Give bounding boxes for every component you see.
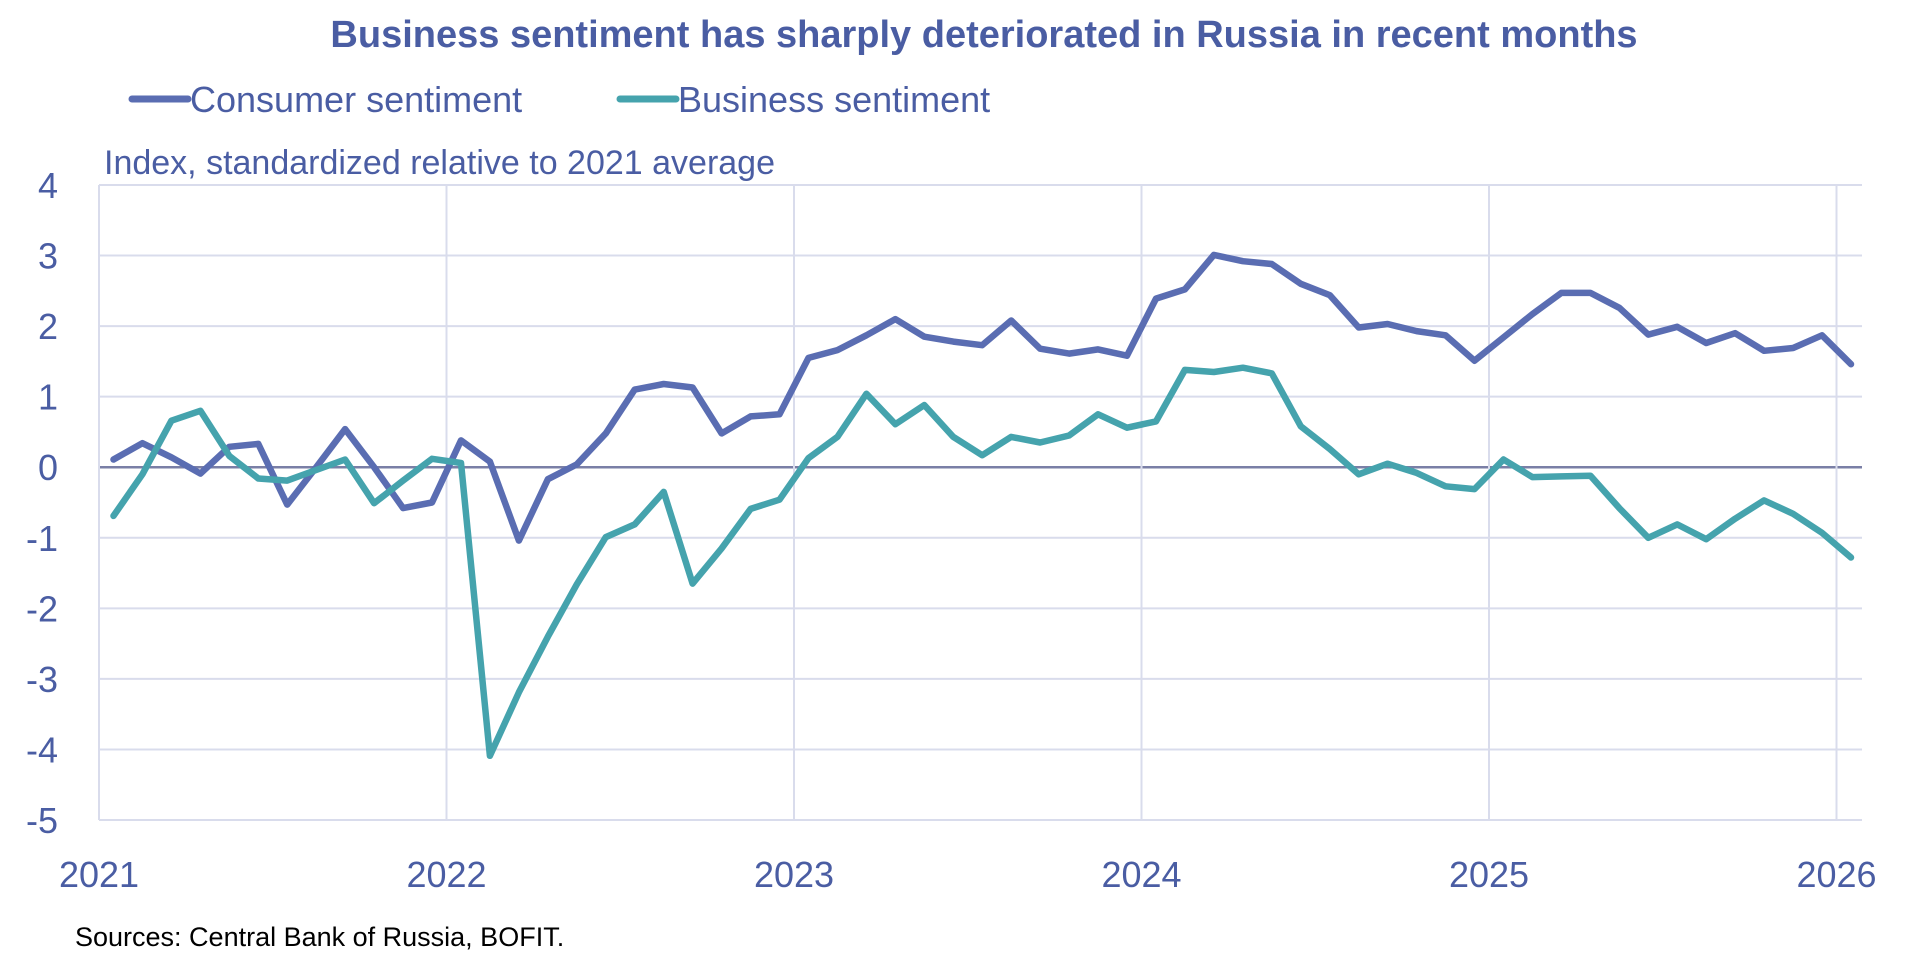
- series-line-consumer: [110, 251, 1855, 544]
- x-tick-label: 2022: [406, 854, 486, 895]
- x-tick-label: 2023: [754, 854, 834, 895]
- x-tick-label: 2025: [1449, 854, 1529, 895]
- y-tick-label: 2: [38, 306, 58, 347]
- legend-label-consumer: Consumer sentiment: [190, 79, 522, 120]
- legend-label-business: Business sentiment: [678, 79, 990, 120]
- y-tick-label: -1: [26, 518, 58, 559]
- x-tick-label: 2021: [59, 854, 139, 895]
- y-tick-label: 3: [38, 236, 58, 277]
- x-tick-label: 2026: [1796, 854, 1876, 895]
- y-axis-ticks: 4 3 2 1 0 -1 -2 -3 -4 -5: [26, 165, 58, 841]
- legend-item-business[interactable]: Business sentiment: [616, 79, 990, 120]
- y-tick-label: 4: [38, 165, 58, 206]
- series-lines: [110, 251, 1855, 760]
- x-axis-ticks: 2021 2022 2023 2024 2025 2026: [59, 854, 1877, 895]
- legend: Consumer sentiment Business sentiment: [128, 79, 990, 120]
- chart-subtitle: Index, standardized relative to 2021 ave…: [104, 144, 775, 182]
- source-note: Sources: Central Bank of Russia, BOFIT.: [75, 922, 564, 952]
- chart-title: Business sentiment has sharply deteriora…: [330, 14, 1637, 56]
- y-tick-label: 1: [38, 377, 58, 418]
- series-line-business: [110, 364, 1855, 760]
- y-tick-label: -4: [26, 729, 58, 770]
- legend-item-consumer[interactable]: Consumer sentiment: [128, 79, 522, 120]
- y-tick-label: -3: [26, 659, 58, 700]
- y-tick-label: -2: [26, 588, 58, 629]
- y-tick-label: -5: [26, 800, 58, 841]
- x-tick-label: 2024: [1101, 854, 1181, 895]
- y-tick-label: 0: [38, 447, 58, 488]
- grid: [98, 184, 1862, 821]
